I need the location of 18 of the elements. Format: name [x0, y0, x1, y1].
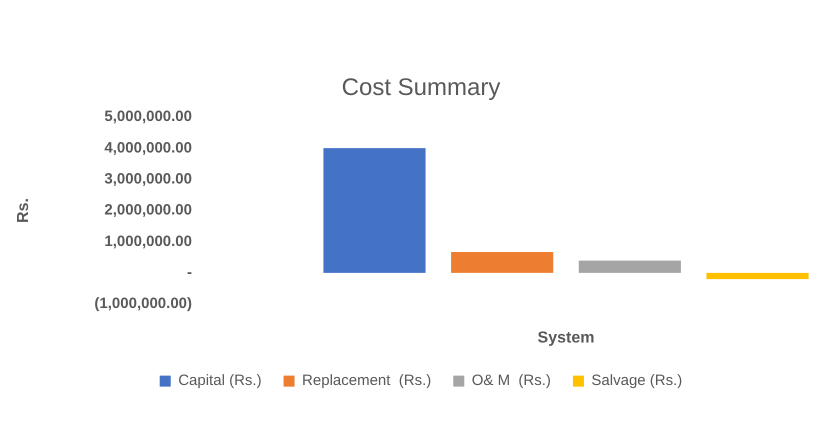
bar: [578, 260, 681, 273]
y-tick-label: (1,000,000.00): [94, 295, 192, 312]
y-axis-title: Rs.: [15, 198, 32, 223]
bar: [323, 148, 426, 273]
bar: [451, 252, 554, 273]
legend-label: Capital (Rs.): [178, 372, 262, 390]
y-tick-label: -: [187, 264, 192, 281]
legend-label: Salvage (Rs.): [591, 372, 682, 390]
y-tick-label: 1,000,000.00: [104, 232, 192, 250]
y-tick-label: 2,000,000.00: [104, 202, 192, 219]
legend-label: O& M (Rs.): [472, 372, 551, 390]
y-tick-label: 5,000,000.00: [104, 108, 192, 126]
x-axis-title: System: [538, 329, 594, 346]
y-tick-label: 4,000,000.00: [104, 139, 192, 156]
bar: [706, 272, 809, 280]
legend-label: Replacement (Rs.): [302, 372, 432, 390]
chart-title: Cost Summary: [342, 74, 500, 102]
y-tick-label: 3,000,000.00: [104, 170, 192, 188]
